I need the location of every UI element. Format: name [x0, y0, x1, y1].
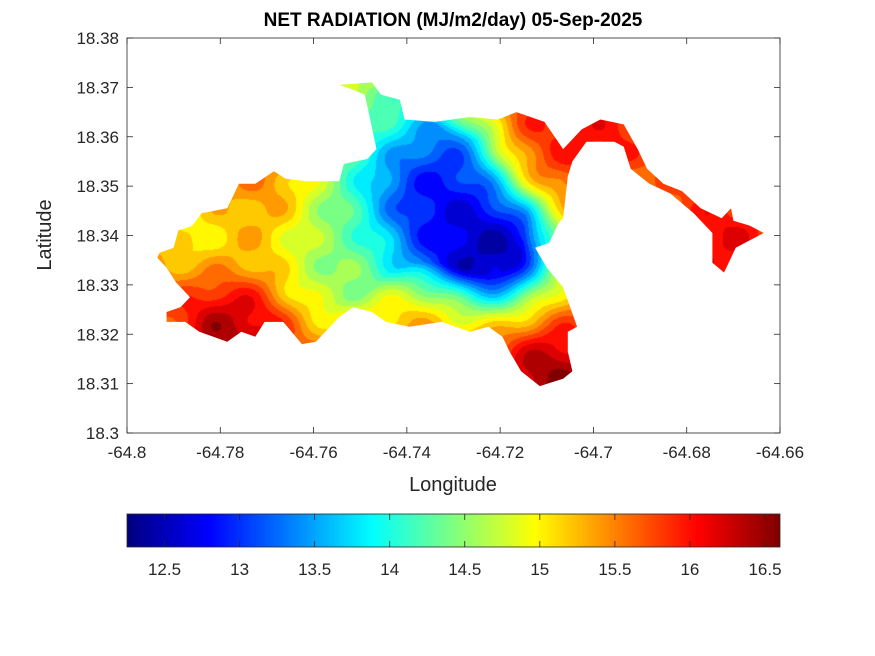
colorbar-ticks: 12.5 13 13.5 14 14.5 15 15.5 16 16.5 — [148, 514, 782, 579]
colorbar-gradient — [127, 514, 780, 547]
heatmap-field — [157, 82, 764, 387]
y-tick-label: 18.32 — [76, 325, 119, 344]
y-tick-label: 18.36 — [76, 128, 119, 147]
y-axis: 18.3 18.31 18.32 18.33 18.34 18.35 18.36 18.37 1… — [76, 29, 780, 443]
colorbar-tick-label: 16 — [680, 560, 699, 579]
y-tick-label: 18.37 — [76, 78, 119, 97]
chart-title: NET RADIATION (MJ/m2/day) 05-Sep-2025 — [264, 10, 643, 31]
colorbar-tick-label: 14 — [380, 560, 399, 579]
colorbar-tick-label: 13.5 — [298, 560, 331, 579]
heatmap-image — [157, 82, 764, 387]
x-tick-label: -64.68 — [663, 443, 711, 462]
x-axis-title: Longitude — [409, 474, 497, 496]
colorbar-tick-label: 12.5 — [148, 560, 181, 579]
colorbar-tick-label: 15 — [530, 560, 549, 579]
x-tick-label: -64.8 — [108, 443, 147, 462]
y-tick-label: 18.34 — [76, 227, 119, 246]
colorbar-tick-label: 14.5 — [448, 560, 481, 579]
x-tick-label: -64.66 — [756, 443, 804, 462]
colorbar-tick-label: 15.5 — [598, 560, 631, 579]
x-tick-label: -64.78 — [196, 443, 244, 462]
y-tick-label: 18.38 — [76, 29, 119, 48]
y-tick-label: 18.31 — [76, 375, 119, 394]
y-tick-label: 18.35 — [76, 177, 119, 196]
x-tick-label: -64.72 — [476, 443, 524, 462]
colorbar-frame — [126, 513, 781, 548]
x-tick-label: -64.76 — [289, 443, 337, 462]
colorbar-tick-label: 13 — [230, 560, 249, 579]
y-tick-label: 18.3 — [86, 424, 119, 443]
x-axis: -64.8 -64.78 -64.76 -64.74 -64.72 -64.7 -64.68… — [108, 38, 804, 462]
y-tick-label: 18.33 — [76, 276, 119, 295]
colorbar: 12.5 13 13.5 14 14.5 15 15.5 16 16.5 — [126, 513, 782, 579]
colorbar-tick-label: 16.5 — [748, 560, 781, 579]
x-tick-label: -64.74 — [383, 443, 431, 462]
y-axis-title: Latitude — [34, 199, 56, 270]
x-tick-label: -64.7 — [574, 443, 613, 462]
